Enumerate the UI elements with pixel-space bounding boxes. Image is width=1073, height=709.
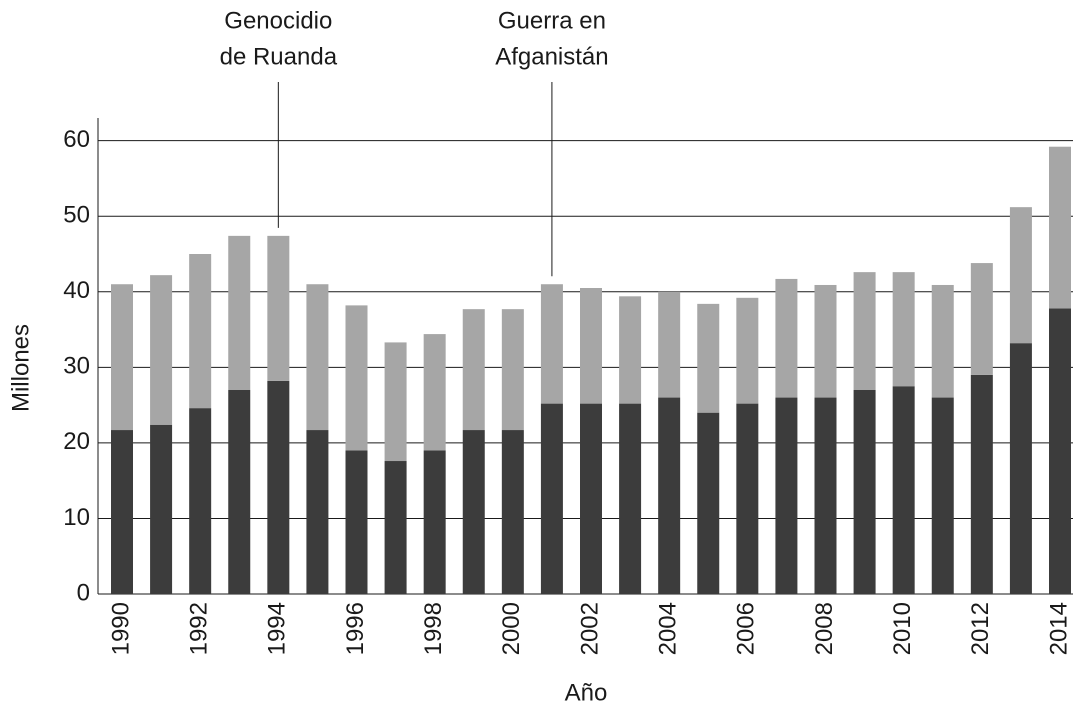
bar-segment [228,235,251,390]
annotation-text: Genocidio [224,7,332,34]
bar-segment [931,397,954,594]
x-tick-label: 1990 [107,602,134,655]
bar-segment [736,403,759,594]
bar-segment [189,254,212,409]
x-tick-label: 2012 [967,602,994,655]
x-tick-label: 2010 [889,602,916,655]
bar-segment [619,403,642,594]
x-tick-label: 2008 [811,602,838,655]
bar-segment [1049,146,1071,309]
bar-segment [970,263,993,375]
bar-segment [228,390,251,594]
annotation-text: de Ruanda [220,43,338,70]
y-tick-label: 0 [77,579,90,606]
bar-segment [501,309,524,431]
x-tick-label: 1994 [264,602,291,655]
x-tick-label: 2006 [733,602,760,655]
bar-segment [111,430,133,594]
bar-segment [580,403,602,594]
bar-segment [384,342,407,462]
bar-segment [892,272,915,387]
bar-segment [1049,308,1071,594]
bar-segment [150,424,173,594]
bar-segment [189,408,212,594]
bar-segment [736,297,759,404]
bar-segment [267,235,290,381]
bar-segment [306,284,329,431]
bar-segment [775,397,798,594]
bar-segment [658,291,681,398]
bar-segment [775,278,798,398]
y-tick-label: 20 [63,428,90,455]
x-axis-label: Año [565,679,608,706]
y-tick-label: 10 [63,504,90,531]
bar-segment [267,380,290,594]
y-tick-label: 40 [63,277,90,304]
bar-segment [658,397,681,594]
x-tick-label: 2004 [655,602,682,655]
x-tick-label: 2002 [576,602,603,655]
y-tick-label: 30 [63,353,90,380]
annotation-text: Guerra en [498,7,606,34]
bar-segment [1009,207,1032,344]
bar-segment [462,430,485,594]
x-tick-label: 1996 [342,602,369,655]
bar-segment [892,386,915,594]
bar-segment [580,288,602,404]
bar-segment [345,450,368,594]
x-tick-label: 1998 [420,602,447,655]
annotation-text: Afganistán [495,43,608,70]
bar-segment [853,390,876,594]
x-tick-label: 1992 [186,602,213,655]
bar-segment [931,284,954,398]
bar-segment [423,450,446,594]
bar-segment [970,374,993,594]
bar-segment [619,296,642,404]
bar-segment [540,284,563,404]
x-tick-label: 2000 [498,602,525,655]
y-tick-label: 50 [63,202,90,229]
x-tick-label: 2014 [1045,602,1072,655]
bar-segment [384,461,407,594]
bar-segment [853,272,876,390]
bar-segment [697,412,720,594]
bar-segment [306,430,329,594]
bar-segment [697,303,720,413]
bar-segment [150,275,173,425]
bar-segment [814,284,837,398]
bar-segment [1009,343,1032,594]
bar-segment [540,403,563,594]
bar-segment [501,430,524,594]
y-tick-label: 60 [63,126,90,153]
bar-segment [345,305,368,451]
bar-segment [462,309,485,431]
bar-segment [423,334,446,451]
bar-segment [814,397,837,594]
bar-segment [111,284,133,431]
y-axis-label: Millones [7,324,34,412]
